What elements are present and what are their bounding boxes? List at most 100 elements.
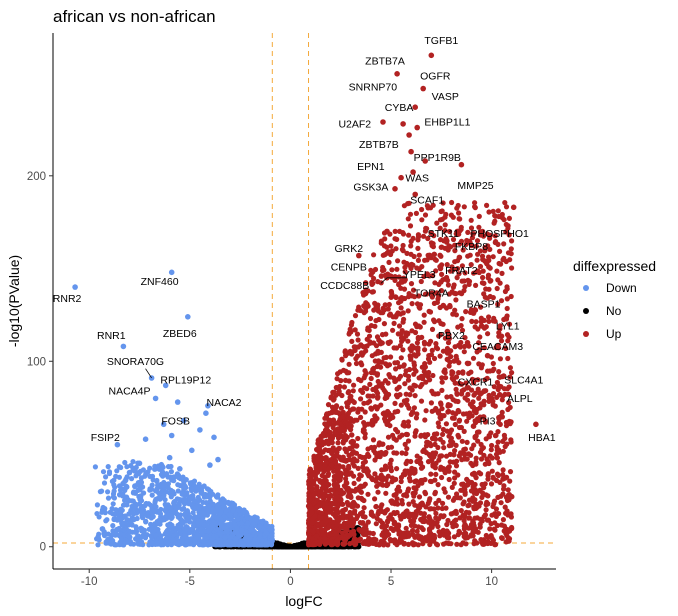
cloud-point bbox=[95, 534, 101, 541]
cloud-point bbox=[508, 246, 514, 252]
cloud-point bbox=[493, 506, 499, 512]
cloud-point bbox=[213, 539, 219, 546]
cloud-point bbox=[487, 265, 493, 271]
cloud-point bbox=[106, 469, 113, 475]
cloud-point bbox=[250, 521, 256, 527]
cloud-point bbox=[436, 497, 442, 503]
cloud-point bbox=[372, 496, 378, 502]
cloud-point bbox=[405, 530, 411, 536]
cloud-point bbox=[350, 406, 356, 412]
cloud-point bbox=[435, 420, 441, 426]
cloud-point bbox=[95, 542, 101, 548]
cloud-point bbox=[414, 528, 420, 534]
cloud-point bbox=[464, 439, 470, 445]
cloud-point bbox=[457, 495, 463, 501]
cloud-point bbox=[508, 251, 514, 257]
cloud-point bbox=[464, 418, 470, 424]
cloud-point bbox=[405, 488, 411, 494]
cloud-point bbox=[269, 532, 275, 538]
cloud-point bbox=[191, 522, 197, 529]
cloud-point bbox=[368, 405, 374, 411]
cloud-point bbox=[453, 442, 459, 448]
cloud-point bbox=[118, 531, 124, 537]
cloud-point bbox=[148, 533, 154, 539]
cloud-point bbox=[370, 476, 376, 482]
cloud-point bbox=[207, 498, 213, 504]
cloud-point bbox=[448, 427, 455, 433]
cloud-point bbox=[437, 264, 443, 270]
cloud-point bbox=[138, 495, 144, 501]
cloud-point bbox=[459, 291, 465, 297]
cloud-point bbox=[129, 476, 135, 482]
cloud-point bbox=[183, 477, 189, 483]
cloud-point bbox=[210, 524, 216, 530]
cloud-point bbox=[395, 429, 401, 435]
cloud-point bbox=[476, 213, 482, 219]
cloud-point bbox=[446, 349, 453, 355]
cloud-point bbox=[454, 541, 460, 547]
cloud-point bbox=[460, 411, 467, 417]
cloud-point bbox=[451, 480, 457, 486]
cloud-point bbox=[437, 217, 444, 223]
cloud-point bbox=[140, 515, 146, 521]
cloud-point bbox=[411, 405, 417, 411]
cloud-point bbox=[441, 513, 447, 519]
cloud-point bbox=[149, 540, 156, 546]
cloud-point bbox=[434, 542, 441, 548]
cloud-point bbox=[441, 541, 447, 547]
cloud-point bbox=[198, 490, 204, 496]
cloud-point bbox=[139, 510, 145, 516]
cloud-point bbox=[394, 266, 400, 272]
cloud-point bbox=[143, 471, 149, 477]
cloud-point bbox=[405, 338, 411, 344]
cloud-point bbox=[509, 265, 515, 271]
cloud-point bbox=[395, 258, 401, 264]
cloud-point bbox=[274, 544, 280, 550]
cloud-point bbox=[138, 475, 144, 481]
cloud-point bbox=[447, 451, 453, 457]
cloud-point bbox=[338, 498, 344, 504]
cloud-point bbox=[175, 488, 181, 494]
cloud-point bbox=[432, 477, 438, 483]
cloud-point bbox=[452, 469, 458, 475]
cloud-point bbox=[456, 418, 462, 424]
cloud-point bbox=[459, 316, 465, 322]
cloud-point bbox=[191, 478, 198, 484]
cloud-point bbox=[332, 447, 338, 453]
cloud-point bbox=[438, 208, 444, 215]
cloud-point bbox=[494, 285, 500, 292]
cloud-point bbox=[504, 296, 510, 302]
cloud-point bbox=[394, 394, 400, 400]
cloud-point bbox=[137, 484, 143, 490]
cloud-point bbox=[374, 406, 380, 412]
cloud-point bbox=[450, 214, 456, 220]
cloud-point bbox=[435, 482, 441, 488]
cloud-point bbox=[481, 317, 487, 323]
cloud-point bbox=[496, 460, 502, 466]
cloud-point bbox=[507, 365, 513, 371]
cloud-point bbox=[449, 199, 455, 206]
cloud-point bbox=[408, 243, 414, 249]
cloud-point bbox=[399, 338, 405, 344]
cloud-point bbox=[372, 266, 379, 273]
cloud-point bbox=[440, 348, 446, 354]
cloud-point bbox=[361, 303, 367, 309]
cloud-point bbox=[218, 516, 224, 522]
cloud-point bbox=[201, 542, 207, 548]
cloud-point bbox=[214, 494, 220, 500]
cloud-point bbox=[495, 472, 501, 479]
cloud-point bbox=[445, 277, 451, 283]
cloud-point bbox=[148, 521, 154, 527]
cloud-point bbox=[250, 541, 257, 547]
cloud-point bbox=[167, 530, 173, 537]
cloud-point bbox=[410, 531, 416, 538]
cloud-point bbox=[131, 489, 137, 495]
cloud-point bbox=[156, 517, 163, 523]
cloud-point bbox=[182, 532, 188, 538]
cloud-point bbox=[409, 328, 415, 334]
cloud-point bbox=[468, 369, 474, 375]
cloud-point bbox=[342, 506, 349, 512]
cloud-point bbox=[385, 434, 392, 440]
cloud-point bbox=[432, 489, 438, 495]
cloud-point bbox=[221, 525, 227, 531]
